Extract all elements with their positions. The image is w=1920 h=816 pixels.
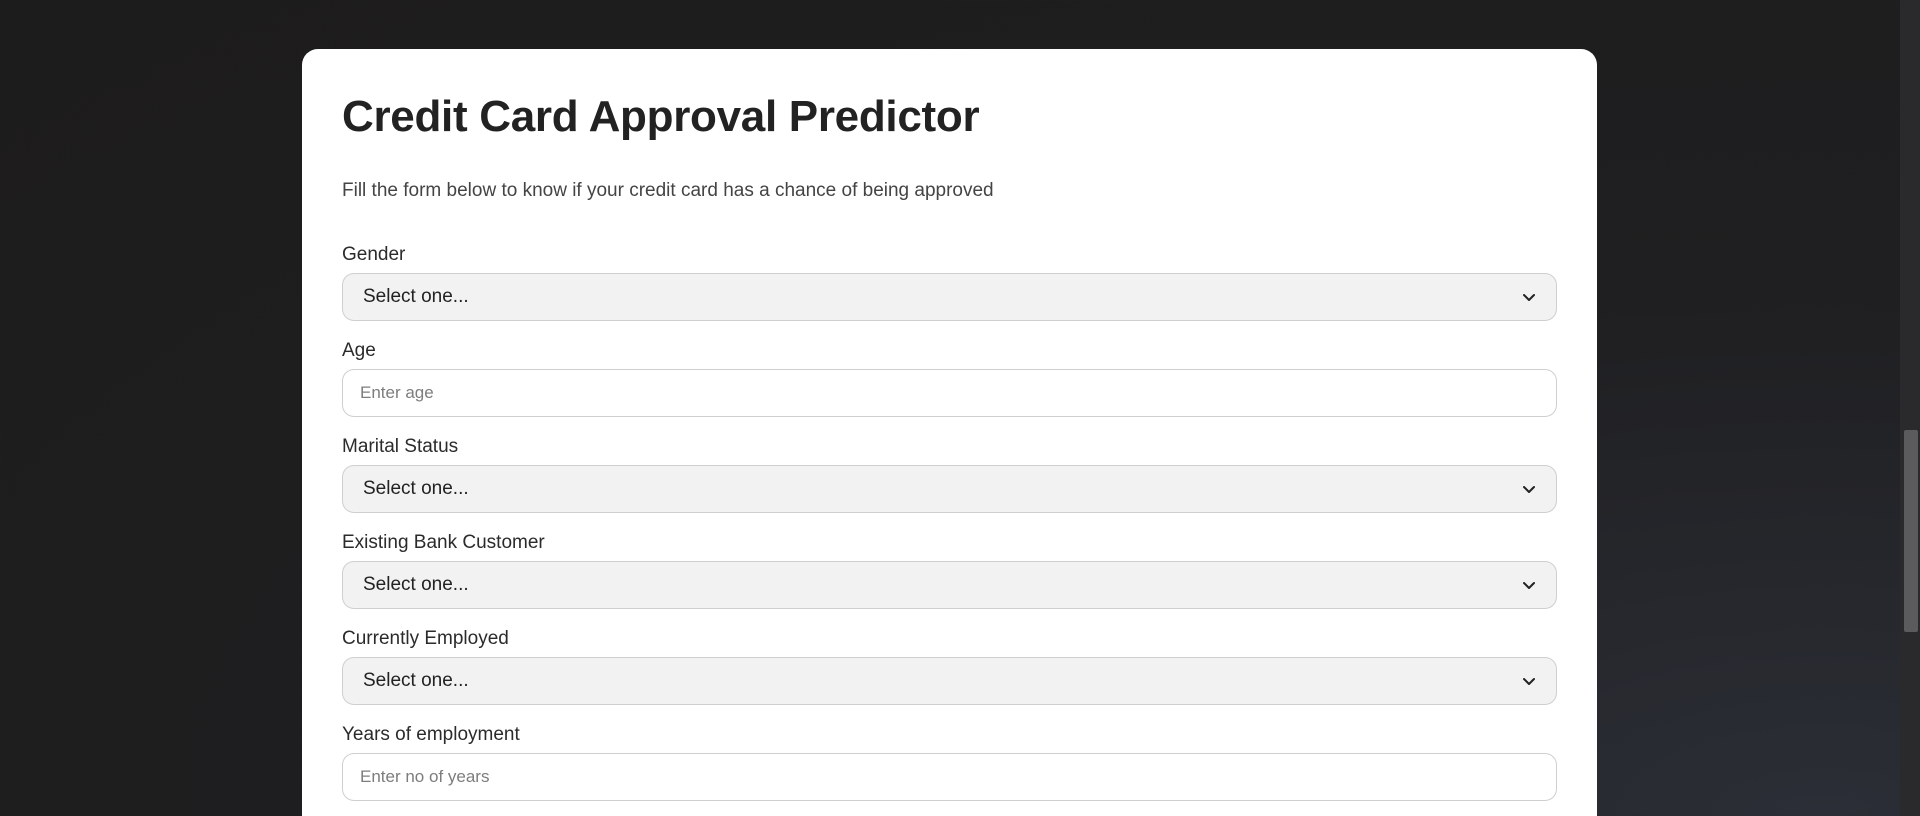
scrollbar-thumb[interactable] bbox=[1904, 430, 1918, 632]
marital-status-select[interactable]: Select one... bbox=[342, 465, 1557, 513]
existing-bank-customer-label: Existing Bank Customer bbox=[342, 532, 545, 553]
page-subtitle: Fill the form below to know if your cred… bbox=[342, 180, 994, 201]
chevron-down-icon bbox=[1523, 294, 1535, 301]
age-field: Age bbox=[342, 340, 1557, 417]
age-input[interactable] bbox=[358, 382, 1541, 404]
age-label: Age bbox=[342, 340, 376, 361]
marital-status-label: Marital Status bbox=[342, 436, 459, 457]
marital-status-select-value: Select one... bbox=[363, 478, 469, 499]
gender-select[interactable]: Select one... bbox=[342, 273, 1557, 321]
form-card: Credit Card Approval Predictor Fill the … bbox=[302, 49, 1597, 816]
chevron-down-icon bbox=[1523, 582, 1535, 589]
existing-bank-customer-select-value: Select one... bbox=[363, 574, 469, 595]
page-title: Credit Card Approval Predictor bbox=[342, 92, 980, 141]
gender-label: Gender bbox=[342, 244, 406, 265]
chevron-down-icon bbox=[1523, 486, 1535, 493]
gender-select-value: Select one... bbox=[363, 286, 469, 307]
existing-bank-customer-select[interactable]: Select one... bbox=[342, 561, 1557, 609]
years-of-employment-label: Years of employment bbox=[342, 724, 520, 745]
years-of-employment-input[interactable] bbox=[358, 766, 1541, 788]
gender-field: Gender Select one... bbox=[342, 244, 1557, 321]
currently-employed-label: Currently Employed bbox=[342, 628, 509, 649]
page-scrollbar[interactable] bbox=[1900, 0, 1920, 816]
age-input-wrapper bbox=[342, 369, 1557, 417]
chevron-down-icon bbox=[1523, 678, 1535, 685]
years-of-employment-field: Years of employment bbox=[342, 724, 1557, 801]
years-of-employment-input-wrapper bbox=[342, 753, 1557, 801]
currently-employed-select[interactable]: Select one... bbox=[342, 657, 1557, 705]
currently-employed-field: Currently Employed Select one... bbox=[342, 628, 1557, 705]
currently-employed-select-value: Select one... bbox=[363, 670, 469, 691]
existing-bank-customer-field: Existing Bank Customer Select one... bbox=[342, 532, 1557, 609]
marital-status-field: Marital Status Select one... bbox=[342, 436, 1557, 513]
